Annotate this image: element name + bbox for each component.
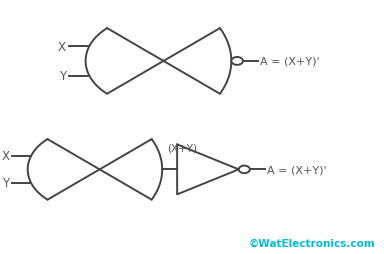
Circle shape <box>231 58 243 66</box>
Text: X: X <box>2 150 10 163</box>
Text: (X+Y): (X+Y) <box>167 143 197 153</box>
Circle shape <box>239 166 250 173</box>
Text: Y: Y <box>2 177 10 190</box>
Text: Y: Y <box>59 70 66 83</box>
Text: A = (X+Y)': A = (X+Y)' <box>266 165 326 175</box>
Text: ©WatElectronics.com: ©WatElectronics.com <box>248 238 375 248</box>
Text: X: X <box>58 40 66 53</box>
Text: A = (X+Y)': A = (X+Y)' <box>260 57 319 67</box>
